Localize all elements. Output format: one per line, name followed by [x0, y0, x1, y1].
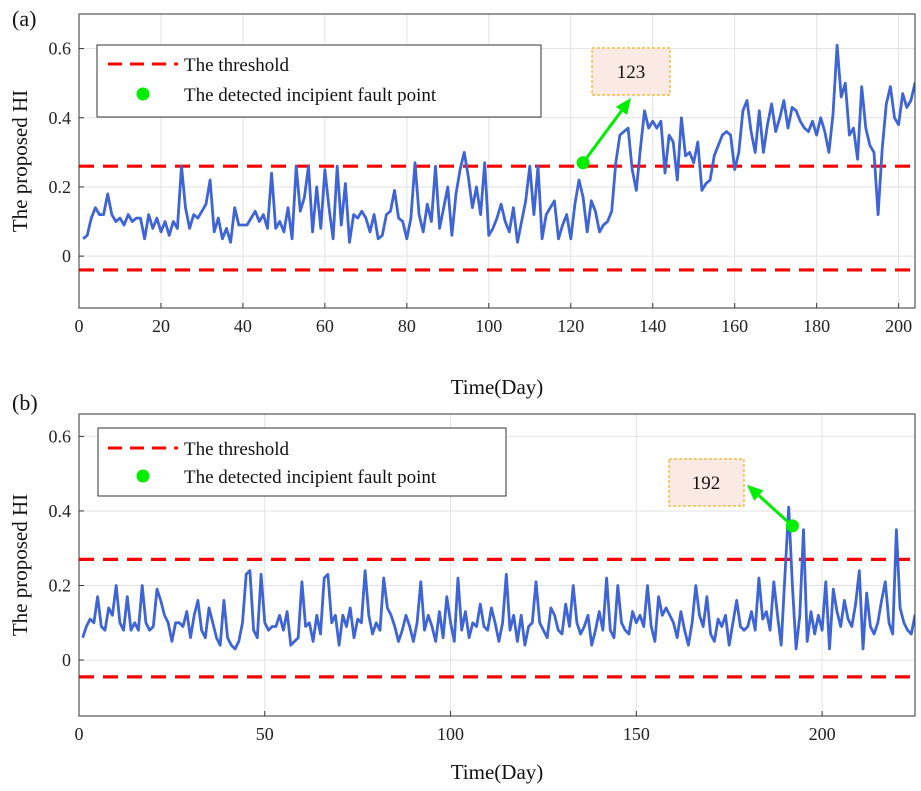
y-tick-label: 0 — [62, 650, 71, 670]
legend-a: The threshold The detected incipient fau… — [96, 44, 542, 118]
x-tick-label: 150 — [623, 724, 650, 744]
y-tick-label: 0 — [62, 246, 71, 266]
hi-series-line-b — [81, 505, 915, 651]
annotation-arrowhead-a — [615, 98, 631, 116]
annotation-arrowhead-b — [747, 484, 764, 501]
x-tick-label: 50 — [256, 724, 274, 744]
legend-fault-label-b: The detected incipient fault point — [184, 467, 437, 488]
axes-box-a — [78, 13, 916, 309]
x-tick-label: 160 — [721, 316, 748, 336]
x-tick-label: 0 — [75, 316, 84, 336]
axes-box-b — [78, 413, 916, 717]
x-tick-label: 60 — [316, 316, 334, 336]
annotation-arrow-a — [581, 109, 623, 164]
annotation-text-a: 123 — [617, 62, 646, 83]
legend-fault-label-a: The detected incipient fault point — [184, 85, 437, 106]
fault-point-marker-b — [785, 519, 799, 533]
x-tick-label: 0 — [75, 724, 84, 744]
panel-a: 0 20 40 60 80 100 120 140 160 180 200 0 0.2 0.4 0.6 1… — [8, 6, 916, 399]
annotation-text-b: 192 — [692, 473, 721, 494]
x-axis-label-b: Time(Day) — [451, 760, 544, 784]
y-axis-label-b: The proposed HI — [8, 494, 32, 636]
y-ticks-a: 0 0.2 0.4 0.6 — [49, 39, 84, 266]
y-tick-label: 0.6 — [49, 39, 72, 59]
annotation-arrow-b — [757, 494, 794, 527]
y-tick-label: 0.4 — [49, 501, 72, 521]
x-tick-label: 200 — [809, 724, 836, 744]
x-tick-label: 140 — [639, 316, 666, 336]
x-tick-label: 100 — [475, 316, 502, 336]
annotation-box-b — [668, 458, 745, 507]
thresholds-b — [79, 557, 915, 679]
fault-point-marker-a — [576, 156, 590, 170]
legend-box-a — [96, 44, 542, 118]
legend-threshold-label-a: The threshold — [184, 55, 290, 76]
x-tick-label: 180 — [803, 316, 830, 336]
y-axis-label-a: The proposed HI — [8, 90, 32, 232]
legend-b: The threshold The detected incipient fau… — [97, 427, 507, 497]
x-axis-label-a: Time(Day) — [451, 375, 544, 399]
legend-threshold-label-b: The threshold — [184, 439, 290, 460]
y-tick-label: 0.6 — [49, 426, 72, 446]
panel-label-b: (b) — [12, 390, 38, 415]
x-tick-label: 80 — [398, 316, 416, 336]
x-ticks-b: 0 50 100 150 200 — [75, 711, 836, 744]
y-tick-label: 0.2 — [49, 576, 72, 596]
legend-fault-point-swatch-b — [136, 469, 150, 483]
x-tick-label: 120 — [557, 316, 584, 336]
legend-box-b — [97, 427, 507, 497]
x-tick-label: 40 — [234, 316, 252, 336]
hi-series-line-a — [82, 43, 915, 244]
thresholds-a — [79, 164, 915, 272]
panel-label-a: (a) — [12, 6, 36, 31]
x-tick-label: 20 — [152, 316, 170, 336]
x-tick-label: 100 — [437, 724, 464, 744]
x-tick-label: 200 — [885, 316, 912, 336]
y-tick-label: 0.2 — [49, 177, 72, 197]
y-tick-label: 0.4 — [49, 108, 72, 128]
annotation-box-a — [591, 47, 671, 96]
x-ticks-a: 0 20 40 60 80 100 120 140 160 180 200 — [75, 303, 912, 336]
legend-fault-point-swatch-a — [136, 87, 150, 101]
y-ticks-b: 0 0.2 0.4 0.6 — [49, 426, 84, 670]
panel-b: 0 50 100 150 200 0 0.2 0.4 0.6 192 The threshol… — [8, 390, 916, 784]
